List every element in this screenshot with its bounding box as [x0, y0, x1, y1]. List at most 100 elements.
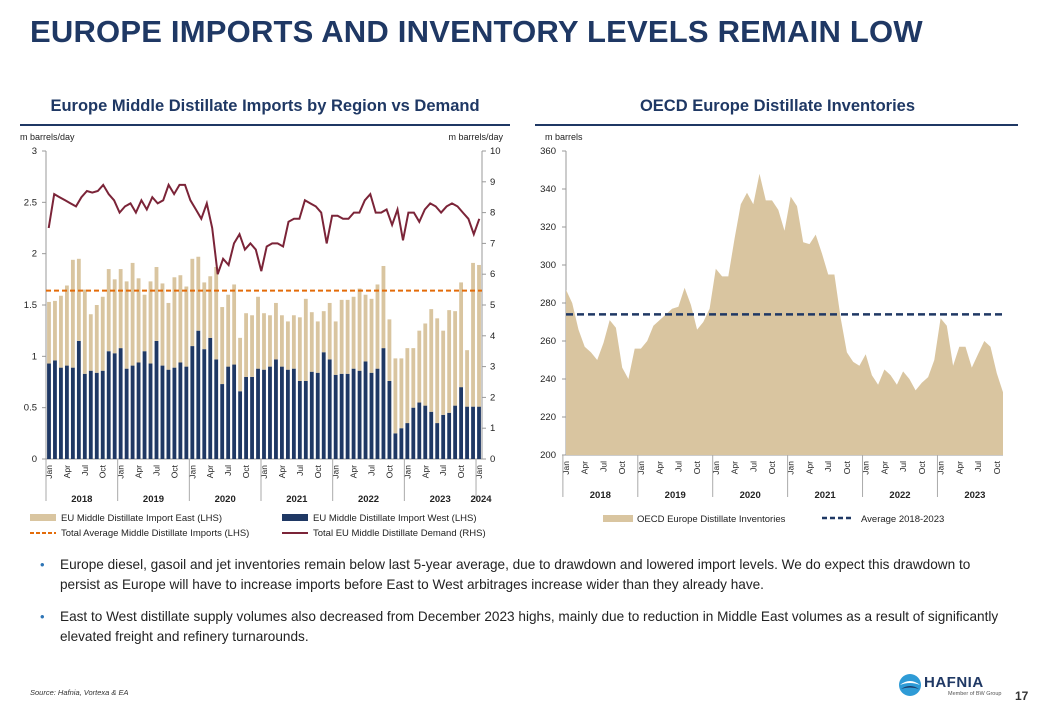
x-month-label: Jan [474, 465, 484, 479]
bar-west [190, 346, 195, 459]
bar-west [238, 391, 243, 459]
bar-east [459, 282, 464, 388]
inv-x-month-label: Oct [992, 460, 1002, 474]
inventory-area [566, 173, 1003, 456]
y-right-tick-label: 8 [490, 208, 495, 219]
bar-east [112, 279, 117, 354]
bar-east [387, 319, 392, 381]
bar-west [94, 372, 99, 459]
bar-east [471, 262, 475, 407]
inv-x-month-label: Jan [786, 461, 796, 475]
bar-west [196, 330, 201, 459]
bar-west [285, 369, 290, 459]
bar-west [351, 368, 356, 459]
x-year-label: 2018 [71, 494, 92, 505]
inv-y-tick-label: 320 [540, 222, 556, 233]
y-tick-label: 1.5 [24, 300, 37, 311]
inv-y-tick-label: 200 [540, 450, 556, 461]
x-month-label: Jul [151, 465, 161, 476]
bar-west [244, 376, 248, 459]
bar-west [178, 362, 183, 459]
demand-line [47, 182, 481, 275]
bar-east [94, 305, 99, 373]
x-year-label: 2023 [430, 494, 451, 505]
bar-west [429, 411, 434, 459]
bullet-dot-icon: • [40, 557, 45, 572]
bar-west [465, 406, 469, 459]
inv-x-month-label: Apr [655, 461, 665, 474]
bar-west [88, 370, 93, 459]
inv-x-month-label: Jul [973, 461, 983, 472]
inv-y-tick-label: 240 [540, 374, 556, 385]
inv-x-month-label: Jan [711, 461, 721, 475]
inv-x-month-label: Jul [823, 461, 833, 472]
inv-x-month-label: Apr [879, 461, 889, 474]
bar-east [309, 312, 314, 372]
bar-west [106, 351, 111, 459]
inv-x-month-label: Jan [936, 461, 946, 475]
hafnia-logo: HAFNIA Member of BW Group [898, 672, 1008, 700]
bar-east [315, 321, 320, 373]
bar-west [112, 353, 117, 459]
bar-west [130, 365, 135, 459]
bar-west [453, 405, 458, 459]
y-right-tick-label: 10 [490, 146, 501, 157]
bar-east [429, 309, 434, 412]
bar-west [447, 412, 452, 459]
bar-west [172, 367, 177, 459]
bar-west [291, 368, 296, 459]
bar-east [447, 310, 452, 413]
bar-west [148, 363, 153, 459]
x-month-label: Apr [420, 465, 430, 478]
legend-swatch [282, 514, 308, 521]
bar-west [118, 348, 123, 459]
bar-west [202, 349, 207, 459]
x-month-label: Oct [384, 464, 394, 478]
x-month-label: Jul [438, 465, 448, 476]
inv-x-month-label: Oct [767, 460, 777, 474]
inv-y-tick-label: 220 [540, 412, 556, 423]
bar-west [339, 373, 344, 459]
legend-label: EU Middle Distillate Import East (LHS) [61, 513, 222, 524]
bar-east [351, 296, 356, 369]
bar-east [136, 278, 141, 363]
bar-west [315, 372, 320, 459]
bar-west [274, 359, 278, 459]
inv-x-month-label: Jan [561, 461, 571, 475]
bar-east [369, 298, 374, 373]
bar-west [327, 359, 332, 459]
x-month-label: Oct [241, 464, 251, 478]
bar-east [178, 275, 183, 363]
bar-west [417, 402, 422, 459]
x-month-label: Jul [295, 465, 305, 476]
inv-y-tick-label: 260 [540, 336, 556, 347]
inv-y-tick-label: 300 [540, 260, 556, 271]
bar-west [375, 368, 380, 459]
inv-x-year-label: 2019 [665, 490, 686, 501]
bar-west [393, 433, 398, 459]
bar-east [435, 318, 440, 424]
bar-east [130, 262, 135, 366]
y-right-tick-label: 5 [490, 300, 495, 311]
bar-east [124, 281, 129, 369]
x-month-label: Apr [134, 465, 144, 478]
bar-west [226, 366, 231, 459]
bar-east [184, 286, 189, 367]
logo-text: HAFNIA [924, 674, 984, 691]
bar-west [220, 384, 225, 459]
bar-east [202, 282, 207, 350]
y-right-tick-label: 2 [490, 392, 495, 403]
bar-west [357, 370, 362, 459]
bar-east [118, 269, 123, 349]
inv-x-month-label: Jul [598, 461, 608, 472]
bar-west [262, 369, 266, 459]
bar-east [345, 299, 350, 374]
bar-east [256, 296, 260, 369]
right-title-rule [535, 124, 1018, 126]
inv-y-axis-label: m barrels [545, 132, 583, 142]
inv-x-month-label: Oct [692, 460, 702, 474]
bar-west [441, 414, 446, 459]
bar-west [160, 365, 165, 459]
y-right-tick-label: 1 [490, 423, 495, 434]
bar-east [291, 315, 296, 369]
